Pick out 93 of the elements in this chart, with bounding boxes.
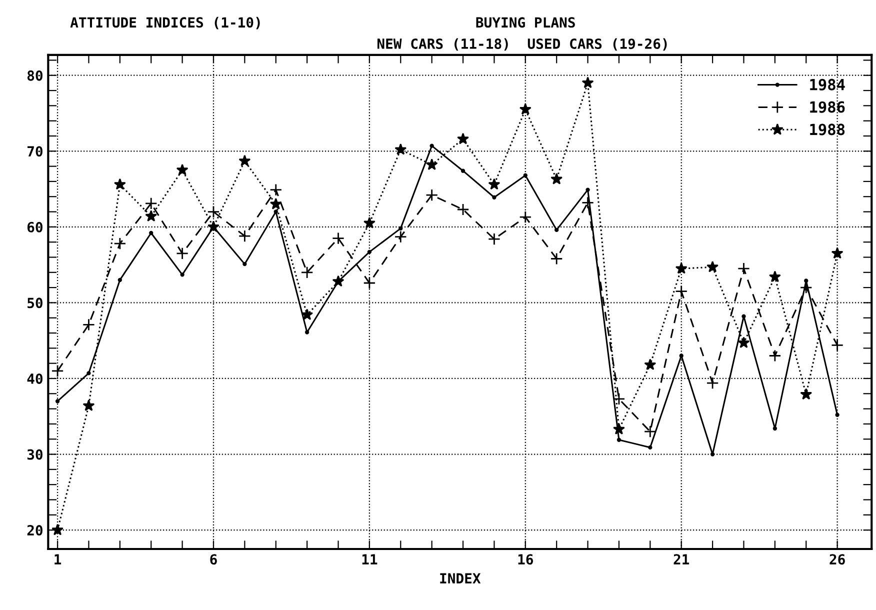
point: [519, 103, 532, 115]
point: [430, 144, 434, 148]
x-tick-label: 21: [674, 554, 690, 564]
legend-label: 1984: [810, 78, 845, 90]
point: [648, 445, 652, 450]
point: [149, 230, 154, 236]
point: [332, 232, 345, 245]
point: [398, 226, 403, 231]
point: [176, 247, 189, 260]
point: [550, 172, 563, 184]
point: [554, 228, 559, 232]
point: [523, 173, 528, 178]
point: [706, 260, 719, 272]
point: [768, 270, 781, 282]
text: NEW CARS (11-18) USED CARS (19-26): [377, 38, 667, 51]
point: [300, 266, 314, 279]
y-tick-label: 60: [27, 222, 42, 232]
point: [460, 168, 466, 173]
point: [831, 338, 844, 352]
point: [86, 371, 91, 376]
point: [612, 392, 626, 406]
point: [114, 237, 126, 250]
point: [742, 314, 746, 318]
point: [612, 423, 625, 434]
y-tick-label: 70: [28, 146, 42, 157]
point: [772, 426, 778, 431]
point: [238, 230, 251, 242]
point: [835, 412, 840, 417]
point: [582, 196, 594, 209]
x-axis-title: INDEX: [440, 573, 481, 584]
point: [242, 262, 247, 266]
point: [51, 364, 64, 378]
x-tick-label: 26: [830, 554, 845, 565]
point: [304, 330, 310, 334]
point: [270, 184, 282, 196]
point: [363, 276, 376, 290]
point: [800, 388, 812, 400]
point: [426, 188, 438, 202]
legend-label: 1988: [810, 124, 845, 136]
point: [519, 210, 532, 224]
point: [492, 195, 496, 200]
point: [114, 178, 126, 190]
point: [582, 76, 594, 88]
point: [488, 232, 500, 246]
point: [52, 524, 64, 536]
point: [145, 210, 158, 222]
point: [144, 197, 158, 210]
x-tick-label: 16: [518, 554, 534, 565]
point: [831, 247, 844, 259]
point: [738, 336, 750, 348]
point: [394, 230, 407, 244]
y-tick-label: 40: [27, 373, 42, 384]
point: [367, 250, 372, 254]
y-tick-label: 80: [27, 70, 42, 81]
y-tick-label: 20: [27, 525, 42, 536]
point: [274, 210, 278, 214]
point: [270, 198, 282, 210]
point: [118, 278, 122, 282]
point: [644, 358, 656, 370]
x-tick-label: 11: [362, 554, 378, 564]
point: [363, 216, 376, 228]
text: ATTITUDE INDICES (1-10): [70, 16, 260, 30]
point: [82, 400, 95, 411]
x-tick-label: 1: [54, 554, 62, 564]
point: [706, 376, 719, 390]
point: [586, 188, 590, 192]
point: [550, 252, 563, 266]
y-tick-label: 50: [28, 298, 42, 308]
chart-title: BUYING PLANS: [476, 17, 575, 28]
point: [207, 206, 220, 218]
point: [82, 318, 95, 331]
point: [710, 452, 715, 456]
point: [457, 132, 469, 144]
point: [238, 154, 251, 166]
point: [176, 164, 188, 176]
point: [456, 203, 470, 216]
point: [488, 178, 500, 190]
point: [394, 143, 407, 155]
point: [180, 272, 184, 277]
legend-label: 1986: [810, 101, 845, 113]
point: [768, 350, 782, 362]
point: [737, 262, 750, 275]
point: [426, 158, 438, 170]
point: [616, 438, 622, 442]
point: [804, 278, 808, 283]
point: [301, 308, 314, 320]
x-tick-label: 6: [210, 554, 217, 565]
point: [675, 285, 688, 298]
point: [55, 399, 60, 404]
point: [675, 262, 688, 274]
point: [644, 425, 656, 438]
y-tick-label: 30: [27, 449, 42, 460]
point: [679, 354, 684, 358]
